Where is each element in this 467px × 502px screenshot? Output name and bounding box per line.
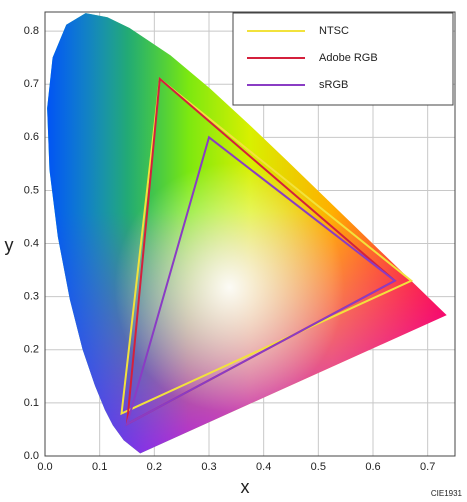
y-axis-label: y	[5, 235, 14, 255]
legend-label: NTSC	[319, 25, 349, 37]
x-tick-label: 0.1	[92, 461, 107, 473]
legend-label: sRGB	[319, 79, 348, 91]
x-tick-label: 0.3	[201, 461, 216, 473]
x-tick-label: 0.2	[147, 461, 162, 473]
x-tick-label: 0.4	[256, 461, 271, 473]
x-tick-label: 0.7	[420, 461, 435, 473]
y-tick-label: 0.1	[24, 397, 39, 409]
annotation: CIE1931	[431, 489, 463, 498]
x-tick-label: 0.6	[365, 461, 380, 473]
gamut-triangle	[125, 135, 397, 427]
y-tick-label: 0.3	[24, 291, 39, 303]
y-tick-label: 0.8	[24, 25, 39, 37]
y-tick-label: 0.6	[24, 131, 39, 143]
x-axis-label: x	[241, 477, 250, 497]
y-tick-label: 0.2	[24, 344, 39, 356]
legend-label: Adobe RGB	[319, 52, 378, 64]
y-tick-label: 0.7	[24, 78, 39, 90]
x-tick-label: 0.0	[37, 461, 52, 473]
x-tick-label: 0.5	[311, 461, 326, 473]
y-tick-label: 0.0	[24, 450, 39, 462]
plot-frame	[44, 11, 456, 457]
y-tick-label: 0.5	[24, 184, 39, 196]
gamut-triangle	[120, 77, 414, 416]
y-tick-label: 0.4	[24, 237, 39, 249]
